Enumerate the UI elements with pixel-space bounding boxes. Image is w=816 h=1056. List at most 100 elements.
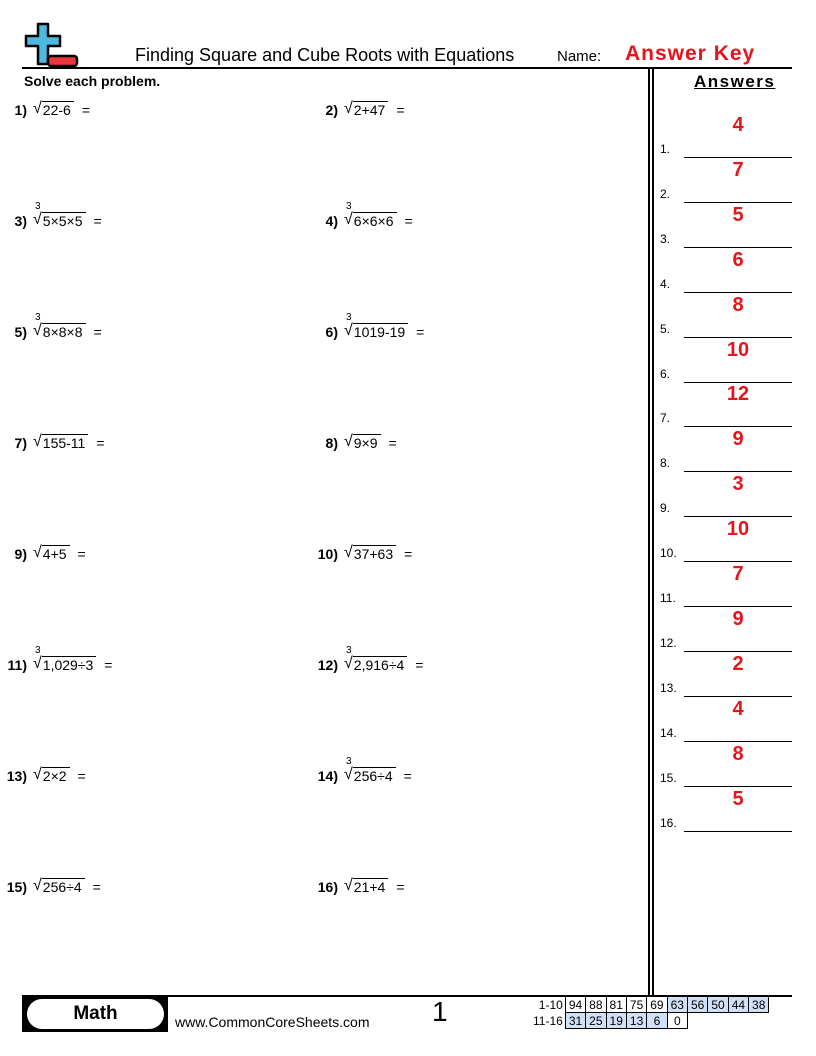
root-index: 3: [346, 201, 352, 212]
answer-14: 14. 4: [660, 698, 792, 742]
problem-9: 9) √ 4+5 =: [0, 544, 86, 562]
column-divider: [648, 68, 650, 996]
problem-7: 7) √ 155-11 =: [0, 433, 105, 451]
radical-sign: √: [344, 433, 353, 450]
answer-number: 8.: [660, 456, 671, 471]
radicand: 256÷4: [352, 767, 396, 784]
answer-line: [684, 426, 792, 428]
score-cell: 56: [686, 996, 709, 1013]
name-value: Answer Key: [625, 42, 756, 65]
answer-number: 15.: [660, 770, 677, 785]
radical-expression: 3 √ 256÷4: [344, 756, 396, 784]
answer-number: 4.: [660, 276, 671, 291]
answer-1: 1. 4: [660, 114, 792, 158]
problem-4: 4) 3 √ 6×6×6 =: [304, 201, 413, 229]
answer-13: 13. 2: [660, 653, 792, 697]
answer-number: 3.: [660, 231, 671, 246]
radicand: 6×6×6: [352, 212, 397, 229]
answer-line: [684, 246, 792, 248]
answer-line: [684, 381, 792, 383]
site-url: www.CommonCoreSheets.com: [175, 1014, 370, 1030]
radical-sign: √: [344, 100, 353, 117]
equals-sign: =: [396, 102, 405, 118]
answer-line: [684, 740, 792, 742]
answer-number: 6.: [660, 366, 671, 381]
radical-expression: √ 21+4: [344, 877, 389, 895]
equals-sign: =: [104, 657, 113, 673]
equals-sign: =: [396, 879, 405, 895]
root-index: 3: [346, 756, 352, 767]
answer-line: [684, 471, 792, 473]
radical-expression: √ 9×9: [344, 433, 381, 451]
answer-number: 10.: [660, 546, 677, 561]
radicand: 155-11: [41, 434, 89, 451]
subject-label: Math: [27, 999, 164, 1029]
problem-5: 5) 3 √ 8×8×8 =: [0, 312, 102, 340]
radicand: 8×8×8: [41, 323, 86, 340]
radical-expression: √ 2+47: [344, 100, 389, 118]
problem-10: 10) √ 37+63 =: [304, 544, 413, 562]
radicand: 21+4: [352, 878, 389, 895]
answer-value: 10: [726, 338, 750, 361]
instructions: Solve each problem.: [24, 73, 161, 89]
answer-number: 13.: [660, 680, 677, 695]
radical-sign: √: [344, 211, 353, 228]
footer-divider: [22, 995, 792, 997]
score-cell: 38: [748, 996, 770, 1013]
answer-line: [684, 336, 792, 338]
radicand: 2,916÷4: [352, 656, 408, 673]
problem-number: 4): [325, 213, 338, 229]
radical-expression: √ 22-6: [33, 100, 74, 118]
answer-11: 11. 7: [660, 563, 792, 607]
score-row-label: 11-16: [533, 1013, 563, 1028]
radical-expression: 3 √ 6×6×6: [344, 201, 397, 229]
answer-value: 9: [732, 428, 744, 451]
score-cell: 69: [646, 996, 668, 1013]
score-cell: 13: [625, 1012, 648, 1029]
answer-number: 11.: [660, 591, 676, 605]
score-cell: 44: [727, 996, 750, 1013]
radicand: 9×9: [352, 434, 381, 451]
radical-expression: 3 √ 8×8×8: [33, 312, 86, 340]
column-divider: [652, 68, 654, 996]
problem-8: 8) √ 9×9 =: [304, 433, 397, 451]
problem-number: 13): [6, 768, 27, 784]
score-table: 1-10 94 88 81 75 69 63 56 50 44 38 11-16 31 25 19 13 6 0: [530, 996, 770, 1029]
answer-value: 4: [732, 697, 744, 720]
radicand: 256÷4: [41, 878, 85, 895]
page-number: 1: [432, 996, 448, 1027]
problem-12: 12) 3 √ 2,916÷4 =: [304, 645, 424, 673]
root-index: 3: [35, 645, 41, 656]
radicand: 2+47: [352, 101, 389, 118]
answer-value: 7: [732, 563, 744, 585]
answer-number: 2.: [660, 186, 671, 201]
problem-15: 15) √ 256÷4 =: [0, 877, 101, 895]
answers-heading: Answers: [694, 72, 776, 91]
answer-15: 15. 8: [660, 743, 792, 787]
radical-expression: √ 256÷4: [33, 877, 85, 895]
answer-number: 5.: [660, 321, 671, 336]
answer-value: 8: [732, 742, 744, 765]
answer-line: [684, 830, 792, 832]
radicand: 1019-19: [352, 323, 409, 340]
answer-number: 14.: [660, 725, 677, 740]
answer-7: 7. 12: [660, 383, 792, 428]
answer-value: 8: [732, 293, 744, 316]
problem-number: 12): [317, 657, 338, 673]
answer-5: 5. 8: [660, 294, 792, 338]
problem-number: 2): [325, 102, 338, 118]
answer-line: [684, 201, 792, 203]
score-cell: 88: [585, 996, 607, 1013]
answer-number: 16.: [660, 815, 677, 830]
radical-sign: √: [33, 766, 42, 783]
answer-value: 10: [726, 518, 750, 541]
radical-expression: 3 √ 5×5×5: [33, 201, 86, 229]
radicand: 1,029÷3: [41, 656, 97, 673]
answer-16: 16. 5: [660, 788, 792, 832]
equals-sign: =: [93, 213, 102, 229]
radical-sign: √: [344, 322, 353, 339]
score-cell: 63: [666, 996, 688, 1013]
radical-expression: √ 2×2: [33, 766, 70, 784]
score-cell: 94: [564, 996, 587, 1013]
radical-sign: √: [33, 544, 42, 561]
